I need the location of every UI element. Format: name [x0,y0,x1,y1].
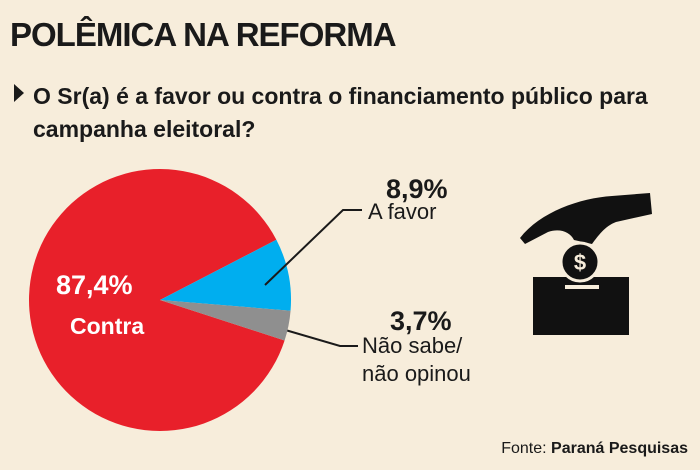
chart-title: POLÊMICA NA REFORMA [10,16,397,53]
value-label: 8,9% [386,174,448,204]
source: Fonte: Paraná Pesquisas [501,440,688,458]
svg-text:$: $ [574,250,586,275]
category-label: Contra [70,313,145,339]
pie-slice [29,168,285,431]
value-label: 3,7% [390,306,452,336]
source-name: Paraná Pesquisas [551,440,688,457]
category-label: Não sabe/ não opinou [362,333,471,386]
chart-subtitle: O Sr(a) é a favor ou contra o financiame… [33,83,648,142]
bullet-arrow [14,84,24,102]
coin-icon: $ [520,193,652,335]
category-label: A favor [368,199,437,224]
leader-line [264,209,362,286]
pie-slice [160,239,291,311]
value-label: 87,4% [56,270,133,300]
source-label: Fonte: [501,440,547,457]
pie-slice [160,300,291,341]
